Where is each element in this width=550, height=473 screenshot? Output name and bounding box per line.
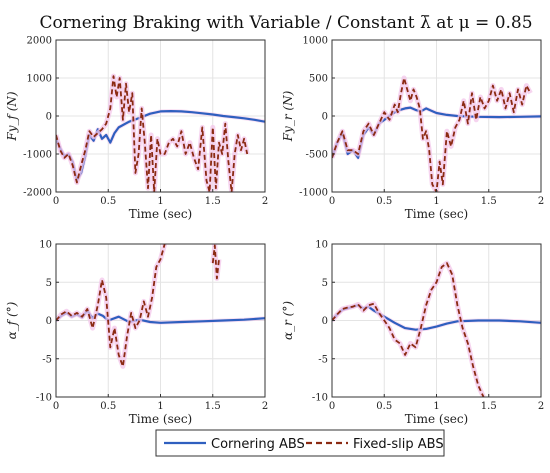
subplot-3: 0 0.5 1 1.5 2 -10 -5 0 5 10 Time (sec) α_f (°) <box>5 240 268 427</box>
series-line-fixed-slip-abs <box>56 244 166 368</box>
x-tick-label: 1.5 <box>481 196 497 207</box>
series-group <box>56 73 265 192</box>
y-tick-label: -500 <box>306 150 328 161</box>
y-axis-label: α_f (°) <box>5 301 19 339</box>
y-tick-label: 0 <box>322 316 328 327</box>
x-axis-label: Time (sec) <box>405 412 468 426</box>
y-tick-label: 1000 <box>27 74 52 85</box>
y-tick-label: 10 <box>39 240 52 251</box>
y-tick-label: 0 <box>46 316 52 327</box>
y-tick-label: -1000 <box>23 150 52 161</box>
x-tick-label: 1 <box>433 401 439 412</box>
x-tick-label: 2 <box>538 196 544 207</box>
subplot-2: 0 0.5 1 1.5 2 -1000 -500 0 500 1000 Time (sec) Fy_r… <box>281 36 544 222</box>
x-tick-label: 1 <box>157 196 163 207</box>
x-tick-label: 1.5 <box>481 401 497 412</box>
series-group <box>332 75 541 192</box>
x-tick-label: 1.5 <box>205 401 221 412</box>
y-tick-label: 5 <box>46 278 52 289</box>
x-tick-label: 0.5 <box>100 196 116 207</box>
x-tick-label: 0 <box>329 401 335 412</box>
y-tick-label: 0 <box>322 112 328 123</box>
x-axis-label: Time (sec) <box>129 412 192 426</box>
legend-label-cornering-abs: Cornering ABS <box>211 437 305 452</box>
y-tick-label: -2000 <box>23 188 52 199</box>
x-tick-label: 2 <box>262 196 268 207</box>
y-tick-label: -5 <box>318 354 328 365</box>
y-tick-label: 1000 <box>303 36 328 47</box>
legend-label-fixed-slip-abs: Fixed-slip ABS <box>353 437 444 452</box>
series-line-fixed-slip-abs <box>56 75 249 192</box>
series-line-fixed-slip-abs <box>332 77 532 192</box>
y-tick-label: 500 <box>309 74 328 85</box>
x-tick-label: 0 <box>53 401 59 412</box>
subplot-4: 0 0.5 1 1.5 2 -10 -5 0 5 10 Time (sec) α_r (°) <box>281 240 544 427</box>
y-tick-label: 5 <box>322 278 328 289</box>
y-tick-label: 2000 <box>27 36 52 47</box>
y-tick-label: -5 <box>42 354 52 365</box>
x-tick-label: 2 <box>538 401 544 412</box>
y-tick-label: -1000 <box>299 188 328 199</box>
y-tick-label: -10 <box>36 393 52 404</box>
x-tick-label: 0.5 <box>376 196 392 207</box>
x-tick-label: 1 <box>157 401 163 412</box>
series-halo-fixed-slip-abs <box>56 73 250 192</box>
series-line-fixed-slip-abs <box>332 262 485 397</box>
y-axis-label: Fy_r (N) <box>281 90 295 142</box>
y-tick-label: 10 <box>315 240 328 251</box>
subplot-1: 0 0.5 1 1.5 2 -2000 -1000 0 1000 2000 Time (sec) Fy… <box>5 36 268 222</box>
series-group <box>332 260 541 397</box>
x-tick-label: 0.5 <box>100 401 116 412</box>
series-group <box>56 244 265 369</box>
x-tick-label: 0.5 <box>376 401 392 412</box>
x-tick-label: 0 <box>329 196 335 207</box>
figure-title: Cornering Braking with Variable / Consta… <box>39 13 532 33</box>
y-tick-label: 0 <box>46 112 52 123</box>
y-axis-label: α_r (°) <box>281 301 295 340</box>
legend: Cornering ABS Fixed-slip ABS <box>155 429 445 457</box>
y-tick-label: -10 <box>312 393 328 404</box>
x-tick-label: 0 <box>53 196 59 207</box>
x-tick-label: 2 <box>262 401 268 412</box>
x-axis-label: Time (sec) <box>405 207 468 221</box>
series-line-fixed-slip-abs <box>211 244 220 280</box>
x-axis-label: Time (sec) <box>129 207 192 221</box>
x-tick-label: 1 <box>433 196 439 207</box>
x-tick-label: 1.5 <box>205 196 221 207</box>
y-axis-label: Fy_f (N) <box>5 91 19 142</box>
